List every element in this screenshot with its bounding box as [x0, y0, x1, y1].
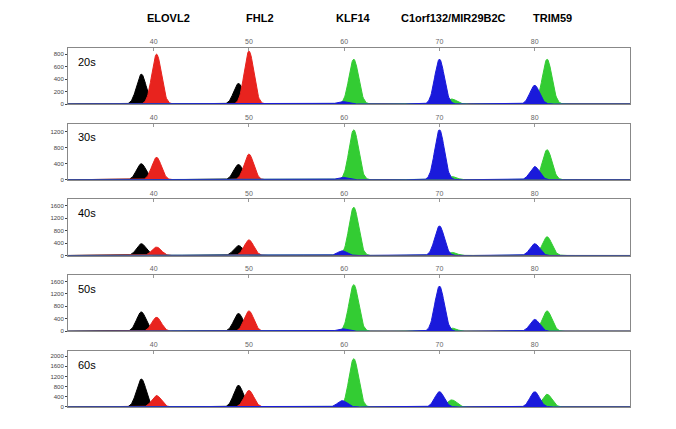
svg-text:400: 400	[54, 240, 65, 246]
svg-text:40: 40	[150, 114, 158, 121]
svg-text:C1orf132/MIR29B2C: C1orf132/MIR29B2C	[401, 12, 506, 24]
svg-text:60: 60	[340, 265, 348, 272]
svg-text:50: 50	[245, 114, 253, 121]
svg-text:200: 200	[54, 89, 65, 95]
svg-text:60: 60	[340, 38, 348, 45]
svg-text:80: 80	[531, 38, 539, 45]
svg-text:70: 70	[436, 265, 444, 272]
svg-text:80: 80	[531, 114, 539, 121]
svg-text:FHL2: FHL2	[246, 12, 274, 24]
svg-text:0: 0	[60, 328, 64, 334]
svg-text:40s: 40s	[78, 207, 96, 219]
svg-text:1600: 1600	[50, 363, 64, 369]
svg-text:800: 800	[54, 145, 65, 151]
svg-text:0: 0	[60, 177, 64, 183]
svg-text:1200: 1200	[50, 215, 64, 221]
svg-text:50: 50	[245, 341, 253, 348]
svg-text:400: 400	[54, 394, 65, 400]
svg-text:400: 400	[54, 76, 65, 82]
svg-text:60s: 60s	[78, 359, 96, 371]
svg-text:ELOVL2: ELOVL2	[147, 12, 190, 24]
svg-text:800: 800	[54, 303, 65, 309]
svg-text:60: 60	[340, 114, 348, 121]
svg-text:1600: 1600	[50, 279, 64, 285]
svg-text:400: 400	[54, 161, 65, 167]
svg-text:40: 40	[150, 265, 158, 272]
svg-text:50: 50	[245, 190, 253, 197]
svg-text:TRIM59: TRIM59	[533, 12, 572, 24]
svg-text:0: 0	[60, 253, 64, 259]
svg-text:40: 40	[150, 190, 158, 197]
svg-text:70: 70	[436, 341, 444, 348]
svg-text:800: 800	[54, 228, 65, 234]
svg-text:1200: 1200	[50, 374, 64, 380]
svg-text:1600: 1600	[50, 203, 64, 209]
svg-text:1200: 1200	[50, 129, 64, 135]
svg-text:30s: 30s	[78, 131, 96, 143]
svg-text:50: 50	[245, 38, 253, 45]
svg-text:400: 400	[54, 316, 65, 322]
svg-text:0: 0	[60, 404, 64, 410]
svg-text:80: 80	[531, 341, 539, 348]
svg-text:1200: 1200	[50, 291, 64, 297]
svg-text:60: 60	[340, 190, 348, 197]
svg-text:600: 600	[54, 64, 65, 70]
svg-text:80: 80	[531, 265, 539, 272]
svg-text:40: 40	[150, 38, 158, 45]
svg-text:70: 70	[436, 38, 444, 45]
svg-text:0: 0	[60, 101, 64, 107]
svg-text:KLF14: KLF14	[336, 12, 371, 24]
svg-text:80: 80	[531, 190, 539, 197]
svg-text:70: 70	[436, 114, 444, 121]
svg-text:800: 800	[54, 51, 65, 57]
svg-text:60: 60	[340, 341, 348, 348]
svg-text:70: 70	[436, 190, 444, 197]
svg-text:40: 40	[150, 341, 158, 348]
svg-text:20s: 20s	[78, 56, 96, 68]
svg-text:50s: 50s	[78, 283, 96, 295]
svg-text:50: 50	[245, 265, 253, 272]
svg-text:800: 800	[54, 384, 65, 390]
svg-text:2000: 2000	[50, 353, 64, 359]
